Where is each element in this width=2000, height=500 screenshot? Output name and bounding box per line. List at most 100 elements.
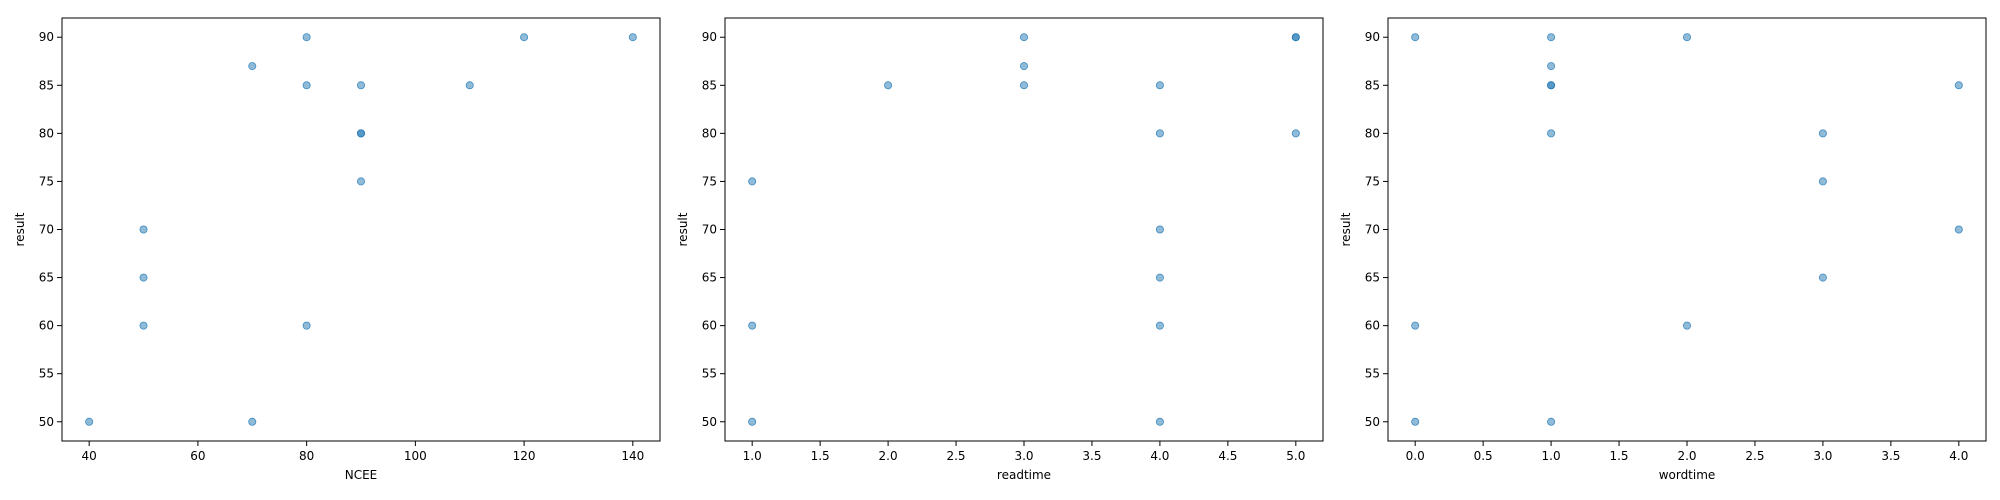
y-tick-label: 80 [39,126,54,140]
data-point [1155,81,1164,90]
data-point [85,417,94,426]
y-tick-label: 60 [39,319,54,333]
y-tick-label: 65 [39,271,54,285]
y-tick-label: 65 [1365,271,1380,285]
x-tick-label: 100 [404,449,427,463]
data-point [1954,225,1963,234]
data-point [1547,129,1556,138]
data-point [748,321,757,330]
x-tick-label: 2.5 [1745,449,1764,463]
data-point [1411,33,1420,42]
x-tick-label: 5.0 [1286,449,1305,463]
x-tick-label: 4.5 [1218,449,1237,463]
scatter-panel-2: 1.0 1.5 2.0 2.5 3.0 3.5 4.0 4.5 5.0 50 55 60 65 70 75 8… [676,17,1324,482]
y-tick-label: 70 [39,223,54,237]
x-tick-label: 40 [82,449,97,463]
y-tick-label: 80 [1365,126,1380,140]
data-point [1547,62,1556,71]
data-point [302,81,311,90]
data-point [1683,321,1692,330]
y-tick-label: 50 [39,415,54,429]
y-tick-label: 75 [1365,174,1380,188]
data-point [356,129,365,138]
y-axis-label: result [1339,212,1353,246]
data-point [748,417,757,426]
data-point [1547,81,1556,90]
x-axis-label: wordtime [1659,468,1716,482]
x-tick-label: 1.0 [743,449,762,463]
data-point [356,81,365,90]
y-tick-label: 55 [702,367,717,381]
x-tick-label: 2.5 [946,449,965,463]
y-tick-label: 60 [1365,319,1380,333]
x-tick-label: 4.0 [1150,449,1169,463]
data-point [1411,417,1420,426]
data-point [302,33,311,42]
x-tick-label: 80 [299,449,314,463]
y-tick-label: 75 [39,174,54,188]
x-tick-label: 1.5 [1609,449,1628,463]
x-tick-label: 3.0 [1813,449,1832,463]
x-tick-label: 140 [621,449,644,463]
data-point [1818,273,1827,282]
data-point [628,33,637,42]
data-point [139,273,148,282]
y-tick-label: 65 [702,271,717,285]
data-point [748,177,757,186]
data-point [1155,417,1164,426]
x-tick-label: 3.0 [1014,449,1033,463]
data-point [1547,417,1556,426]
data-point [1291,129,1300,138]
data-point [1155,273,1164,282]
x-tick-label: 0.5 [1474,449,1493,463]
data-point [1020,33,1029,42]
y-tick-label: 85 [39,78,54,92]
x-tick-label: 2.0 [879,449,898,463]
data-point [884,81,893,90]
y-tick-label: 75 [702,174,717,188]
y-tick-label: 90 [1365,30,1380,44]
y-tick-label: 90 [702,30,717,44]
data-point [1020,81,1029,90]
y-tick-label: 70 [702,223,717,237]
data-point [465,81,474,90]
y-tick-label: 80 [702,126,717,140]
y-axis-label: result [13,212,27,246]
y-tick-label: 50 [1365,415,1380,429]
y-tick-label: 90 [39,30,54,44]
data-point [1020,62,1029,71]
data-point [302,321,311,330]
y-tick-label: 55 [1365,367,1380,381]
y-tick-label: 85 [1365,78,1380,92]
data-point [1547,33,1556,42]
x-tick-label: 120 [513,449,536,463]
axes-frame [1387,17,1987,442]
y-tick-label: 55 [39,367,54,381]
x-axis-label: NCEE [345,468,378,482]
data-point [1954,81,1963,90]
data-point [248,417,257,426]
data-point [1291,33,1300,42]
x-tick-label: 2.0 [1677,449,1696,463]
data-point [139,225,148,234]
y-tick-label: 60 [702,319,717,333]
y-tick-label: 85 [702,78,717,92]
scatter-panel-3: 0.0 0.5 1.0 1.5 2.0 2.5 3.0 3.5 4.0 50 55 60 65 70 75 8… [1339,17,1987,482]
data-point [520,33,529,42]
data-point [1818,177,1827,186]
x-tick-label: 3.5 [1082,449,1101,463]
data-point [1155,129,1164,138]
y-tick-label: 50 [702,415,717,429]
data-point [1683,33,1692,42]
data-point [1818,129,1827,138]
data-point [248,62,257,71]
data-point [356,177,365,186]
data-point [139,321,148,330]
x-axis-label: readtime [997,468,1051,482]
y-tick-label: 70 [1365,223,1380,237]
x-tick-label: 1.5 [811,449,830,463]
data-point [1155,225,1164,234]
data-point [1411,321,1420,330]
scatter-panel-1: 40 60 80 100 120 140 50 55 60 65 70 75 80 85 90 NCEE res… [13,17,661,482]
